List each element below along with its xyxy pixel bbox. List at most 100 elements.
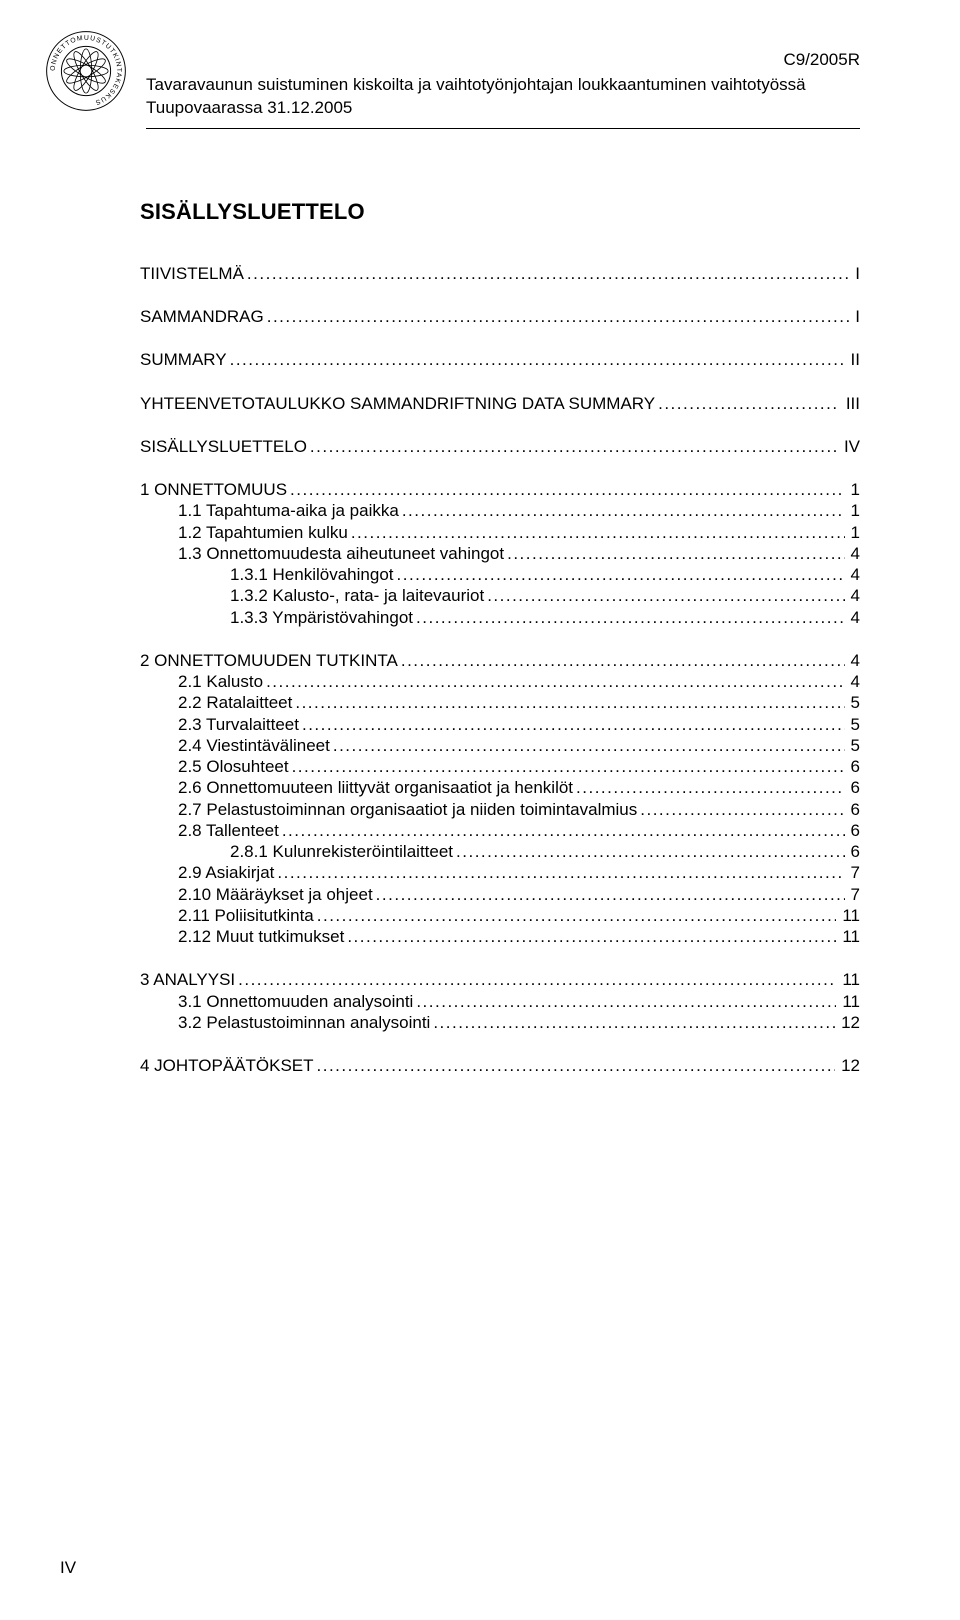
toc-entry-page: 11 <box>839 905 860 926</box>
toc-entry: 2.12 Muut tutkimukset 11 <box>140 926 860 947</box>
toc-gap <box>140 371 860 393</box>
toc-entry-label: 1.3.2 Kalusto-, rata- ja laitevauriot <box>230 585 484 606</box>
toc-entry: TIIVISTELMÄI <box>140 263 860 284</box>
toc-leader-dots <box>282 820 845 841</box>
doc-title-line1: Tavaravaunun suistuminen kiskoilta ja va… <box>146 75 806 94</box>
toc-entry-page: 11 <box>839 991 860 1012</box>
toc-entry: 2.2 Ratalaitteet5 <box>140 692 860 713</box>
toc-entry-label: 1.2 Tapahtumien kulku <box>178 522 348 543</box>
toc-entry-page: 4 <box>848 671 860 692</box>
doc-title: Tavaravaunun suistuminen kiskoilta ja va… <box>146 74 860 120</box>
toc-leader-dots <box>397 564 845 585</box>
toc-entry-label: 1.3 Onnettomuudesta aiheutuneet vahingot <box>178 543 504 564</box>
toc-entry-page: 5 <box>848 735 860 756</box>
toc-entry: 2.6 Onnettomuuteen liittyvät organisaati… <box>140 777 860 798</box>
toc-entry: 3.2 Pelastustoiminnan analysointi 12 <box>140 1012 860 1033</box>
toc-entry-label: 2 ONNETTOMUUDEN TUTKINTA <box>140 650 398 671</box>
toc-entry-page: 5 <box>848 714 860 735</box>
toc-entry-label: 3.1 Onnettomuuden analysointi <box>178 991 413 1012</box>
toc-leader-dots <box>416 991 836 1012</box>
toc-leader-dots <box>416 607 845 628</box>
toc-entry-page: III <box>843 393 860 414</box>
toc-leader-dots <box>402 500 845 521</box>
toc-leader-dots <box>507 543 844 564</box>
toc-entry: 1 ONNETTOMUUS1 <box>140 479 860 500</box>
toc-entry: 2.4 Viestintävälineet 5 <box>140 735 860 756</box>
toc-leader-dots <box>266 671 844 692</box>
toc-entry-page: 11 <box>839 926 860 947</box>
toc-entry: 2.11 Poliisitutkinta11 <box>140 905 860 926</box>
toc-entry: 1.3.2 Kalusto-, rata- ja laitevauriot 4 <box>140 585 860 606</box>
toc-entry-page: 6 <box>848 756 860 777</box>
toc-entry-label: SISÄLLYSLUETTELO <box>140 436 307 457</box>
toc-entry-label: TIIVISTELMÄ <box>140 263 244 284</box>
toc-leader-dots <box>376 884 845 905</box>
toc-entry-page: 1 <box>848 522 860 543</box>
toc-entry-page: 4 <box>848 543 860 564</box>
toc-entry-label: 1.3.3 Ympäristövahingot <box>230 607 413 628</box>
toc-entry: 1.3.1 Henkilövahingot 4 <box>140 564 860 585</box>
toc-entry-page: 6 <box>848 777 860 798</box>
toc-leader-dots <box>317 905 837 926</box>
toc-entry-label: YHTEENVETOTAULUKKO SAMMANDRIFTNING DATA … <box>140 393 655 414</box>
toc-entry-page: 7 <box>848 884 860 905</box>
document-page: ONNETTOMUUSTUTKINTAKESKUS C9/2005R Tavar… <box>0 0 960 1620</box>
toc-entry: 2.3 Turvalaitteet 5 <box>140 714 860 735</box>
toc-entry: 1.3 Onnettomuudesta aiheutuneet vahingot… <box>140 543 860 564</box>
toc-entry: 2.8 Tallenteet 6 <box>140 820 860 841</box>
toc-entry-label: 2.6 Onnettomuuteen liittyvät organisaati… <box>178 777 573 798</box>
toc-entry-label: 3.2 Pelastustoiminnan analysointi <box>178 1012 430 1033</box>
toc-leader-dots <box>302 714 845 735</box>
toc-leader-dots <box>433 1012 835 1033</box>
toc-entry-page: 12 <box>838 1055 860 1076</box>
toc-entry-label: 2.8 Tallenteet <box>178 820 279 841</box>
toc-entry-page: 4 <box>848 564 860 585</box>
toc-entry-label: SUMMARY <box>140 349 227 370</box>
toc-entry-label: SAMMANDRAG <box>140 306 264 327</box>
logo-column: ONNETTOMUUSTUTKINTAKESKUS <box>45 30 146 112</box>
toc-leader-dots <box>351 522 845 543</box>
toc-entry-label: 2.8.1 Kulunrekisteröintilaitteet <box>230 841 453 862</box>
toc-entry-page: 1 <box>848 500 860 521</box>
toc-entry: 2.1 Kalusto4 <box>140 671 860 692</box>
toc-leader-dots <box>456 841 845 862</box>
toc-entry-page: 12 <box>838 1012 860 1033</box>
toc-entry-page: 4 <box>848 585 860 606</box>
toc-entry: YHTEENVETOTAULUKKO SAMMANDRIFTNING DATA … <box>140 393 860 414</box>
toc-leader-dots <box>317 1055 836 1076</box>
toc-gap <box>140 284 860 306</box>
toc-gap <box>140 1033 860 1055</box>
toc-leader-dots <box>295 692 844 713</box>
toc-entry: 2 ONNETTOMUUDEN TUTKINTA4 <box>140 650 860 671</box>
toc-entry-label: 4 JOHTOPÄÄTÖKSET <box>140 1055 314 1076</box>
toc-leader-dots <box>238 969 836 990</box>
toc-entry-page: II <box>848 349 860 370</box>
toc-entry-label: 2.12 Muut tutkimukset <box>178 926 344 947</box>
toc-leader-dots <box>487 585 844 606</box>
toc-gap <box>140 414 860 436</box>
toc-entry: 2.9 Asiakirjat7 <box>140 862 860 883</box>
doc-code: C9/2005R <box>146 50 860 70</box>
toc-entry: 1.3.3 Ympäristövahingot4 <box>140 607 860 628</box>
toc-entry: 3.1 Onnettomuuden analysointi 11 <box>140 991 860 1012</box>
toc-entry-label: 2.3 Turvalaitteet <box>178 714 299 735</box>
toc-entry: 4 JOHTOPÄÄTÖKSET 12 <box>140 1055 860 1076</box>
toc-leader-dots <box>576 777 845 798</box>
toc-entry: 1.1 Tapahtuma-aika ja paikka1 <box>140 500 860 521</box>
toc-entry: 2.7 Pelastustoiminnan organisaatiot ja n… <box>140 799 860 820</box>
toc-entry-page: 1 <box>848 479 860 500</box>
toc-leader-dots <box>267 306 850 327</box>
toc-entry-label: 1.3.1 Henkilövahingot <box>230 564 394 585</box>
toc-entry-page: 6 <box>848 799 860 820</box>
toc-entry-label: 2.2 Ratalaitteet <box>178 692 292 713</box>
toc-leader-dots <box>658 393 840 414</box>
toc-entry-label: 3 ANALYYSI <box>140 969 235 990</box>
toc-entry-page: I <box>852 306 860 327</box>
toc-entry-page: 6 <box>848 820 860 841</box>
toc-leader-dots <box>347 926 836 947</box>
toc-gap <box>140 628 860 650</box>
toc-entry-label: 2.4 Viestintävälineet <box>178 735 330 756</box>
toc-entry: 2.5 Olosuhteet6 <box>140 756 860 777</box>
toc-entry: SAMMANDRAG I <box>140 306 860 327</box>
toc-leader-dots <box>640 799 844 820</box>
